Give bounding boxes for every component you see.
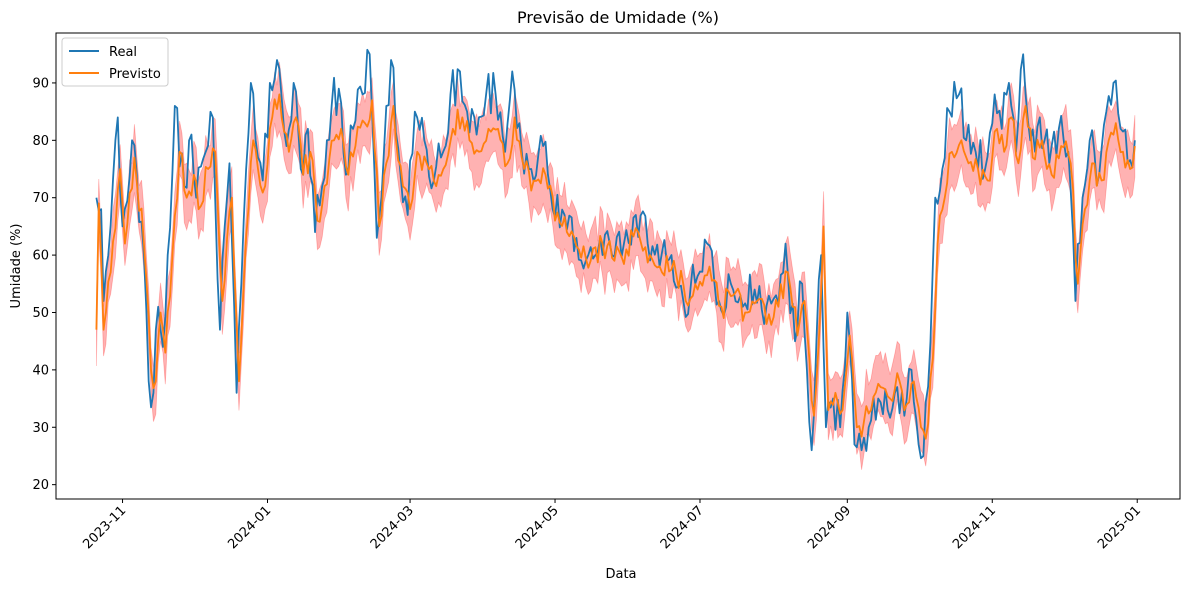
legend-label-previsto: Previsto xyxy=(109,67,161,82)
legend-label-real: Real xyxy=(109,45,137,60)
legend: Real Previsto xyxy=(61,37,169,87)
y-tick-label: 30 xyxy=(32,421,49,436)
y-axis-ticks: 20 30 40 50 60 70 80 90 xyxy=(32,76,56,493)
y-axis-label: Umidade (%) xyxy=(9,224,24,309)
chart-title: Previsão de Umidade (%) xyxy=(517,8,719,27)
x-axis-label: Data xyxy=(605,567,636,582)
y-tick-label: 80 xyxy=(32,134,49,149)
plot-frame xyxy=(55,32,1181,500)
series-line-previsto xyxy=(95,93,1136,440)
y-tick-label: 20 xyxy=(32,478,49,493)
series-lines xyxy=(95,48,1136,460)
y-tick-label: 60 xyxy=(32,249,49,264)
confidence-band xyxy=(96,61,1136,470)
y-tick-label: 70 xyxy=(32,191,49,206)
confidence-band-area xyxy=(96,61,1136,470)
plot-area xyxy=(95,48,1136,470)
y-tick-label: 50 xyxy=(32,306,49,321)
y-tick-label: 90 xyxy=(32,76,49,91)
series-line-real xyxy=(95,48,1136,460)
y-tick-label: 40 xyxy=(32,363,49,378)
